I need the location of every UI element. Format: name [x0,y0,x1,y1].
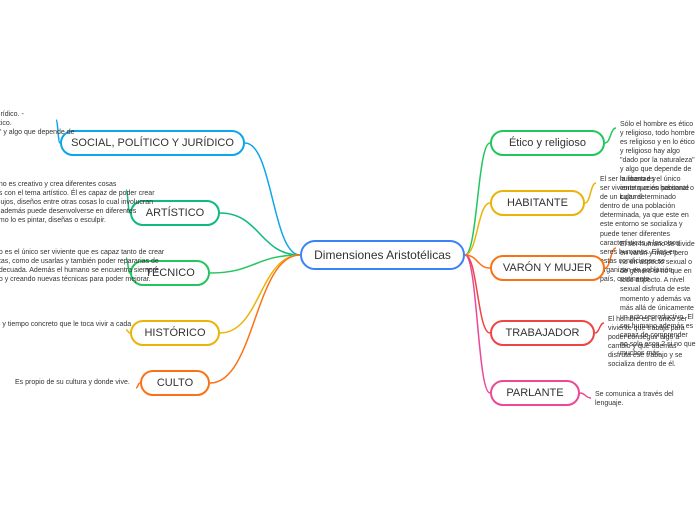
node-trabajador[interactable]: TRABAJADOR [490,320,595,346]
node-label: TRABAJADOR [506,327,580,339]
node-label: CULTO [157,377,193,389]
node-parlante[interactable]: PARLANTE [490,380,580,406]
desc-parlante: Se comunica a través del lenguaje. [595,390,685,408]
node-social[interactable]: SOCIAL, POLÍTICO Y JURÍDICO [60,130,245,156]
node-culto[interactable]: CULTO [140,370,210,396]
node-label: HABITANTE [507,197,568,209]
node-etico[interactable]: Ético y religioso [490,130,605,156]
desc-historico: io y tiempo concreto que le toca vivir a… [0,320,131,329]
node-varon[interactable]: VARÓN Y MUJER [490,255,605,281]
node-label: VARÓN Y MUJER [503,262,592,274]
desc-tecnico: no es el único ser viviente que es capaz… [0,248,164,284]
desc-artistico: ano es creativo y crea diferentes cosasa… [0,180,155,225]
node-center[interactable]: Dimensiones Aristotélicas [300,240,465,270]
node-label: Ético y religioso [509,137,586,149]
desc-trabajador: El hombre es el único ser viviente que t… [608,315,696,370]
node-label: Dimensiones Aristotélicas [314,248,451,262]
node-historico[interactable]: HISTÓRICO [130,320,220,346]
node-habitante[interactable]: HABITANTE [490,190,585,216]
node-label: HISTÓRICO [144,327,205,339]
node-label: SOCIAL, POLÍTICO Y JURÍDICO [71,137,234,149]
node-label: PARLANTE [506,387,563,399]
desc-social: jurídico. -ético.a" y algo que depende d… [0,110,75,137]
node-label: ARTÍSTICO [146,207,204,219]
desc-culto: Es propio de su cultura y donde vive. [15,378,130,387]
